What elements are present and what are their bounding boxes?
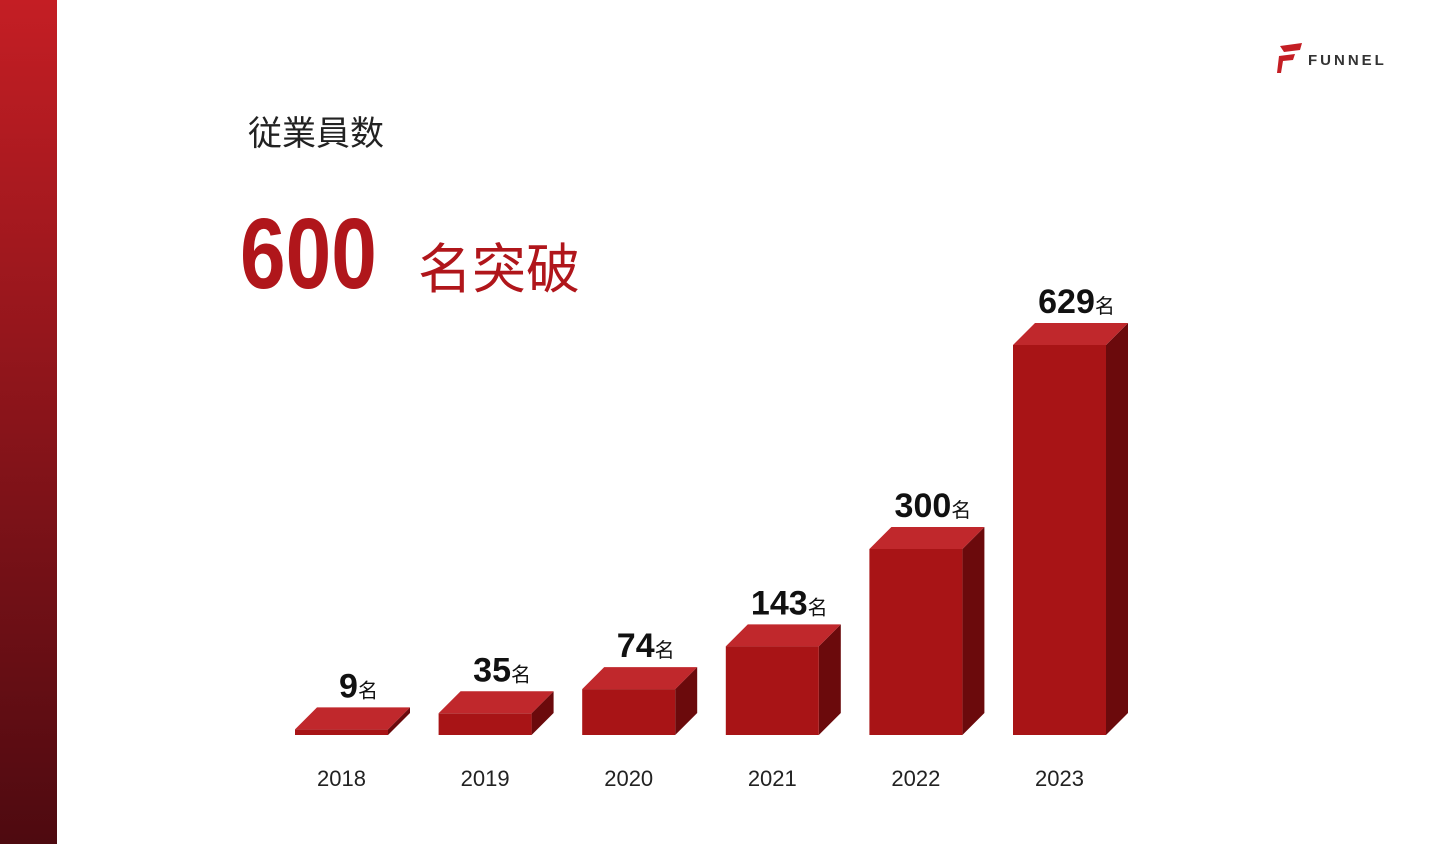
bar-side [531,691,554,735]
chart-title: 従業員数 [248,115,384,153]
x-tick-label: 2018 [317,766,366,791]
x-tick-label: 2020 [604,766,653,791]
value-label: 143名 [751,584,828,622]
value-label: 300名 [895,487,972,525]
value-label: 74名 [617,627,675,665]
bar [869,548,963,735]
bar-side [1106,323,1128,735]
bar-top [1013,323,1128,345]
logo-text: FUNNEL [1308,52,1387,69]
x-tick-label: 2019 [461,766,510,791]
logo: FUNNEL [1277,43,1387,73]
value-label: 35名 [473,651,531,689]
logo-mark [1277,43,1302,73]
headline-text: 名突破 [418,240,580,300]
x-tick-label: 2021 [748,766,797,791]
bar-side [388,707,410,735]
bar-top [582,667,698,690]
bar-side [962,526,985,735]
bar-side [675,667,698,735]
headline-number: 600 [240,198,377,310]
bar [582,689,676,735]
bar [295,729,388,735]
value-label: 9名 [339,667,378,705]
bar [725,646,819,735]
bar-top [295,707,410,730]
x-tick-label: 2023 [1035,766,1084,791]
bar [438,713,532,735]
bar [1013,345,1106,735]
value-label: 629名 [1038,283,1115,321]
bar-top [869,526,985,549]
bar-top [438,691,554,714]
bar-top [725,624,841,647]
side-band [0,0,57,844]
x-tick-label: 2022 [891,766,940,791]
bar-side [818,624,841,735]
